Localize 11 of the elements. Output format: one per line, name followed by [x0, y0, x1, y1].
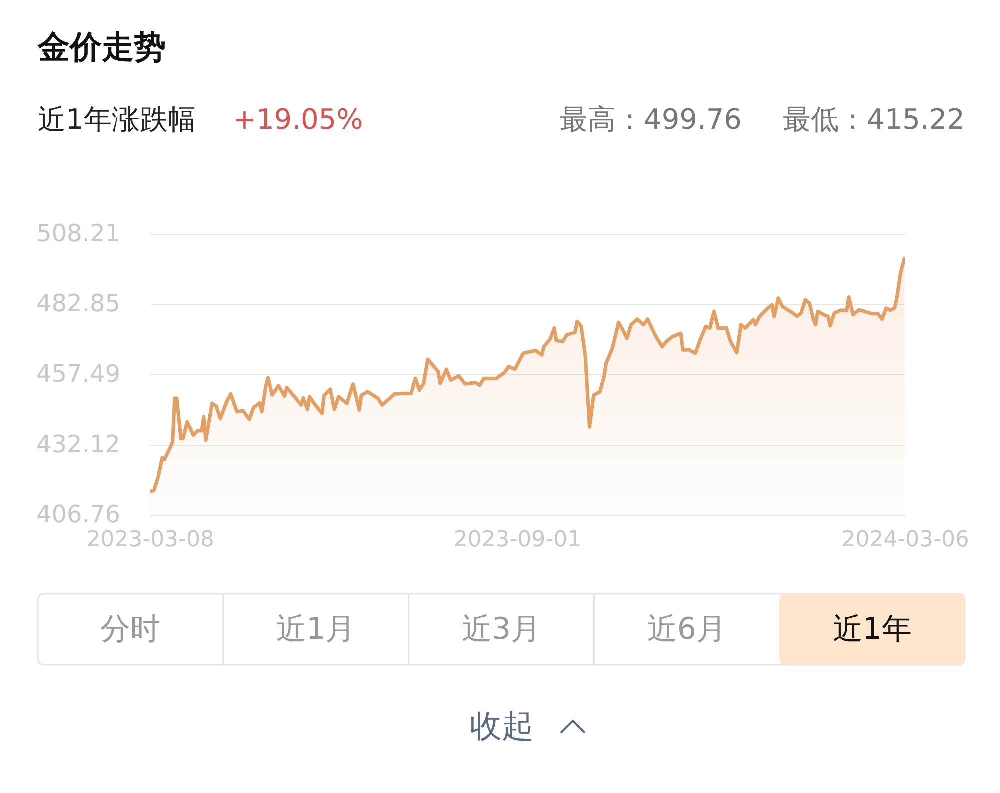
- text: 近1月: [276, 612, 356, 647]
- text: 近6月: [647, 612, 726, 647]
- text: 最低：415.22: [783, 103, 965, 136]
- text: 近1年涨跌幅: [38, 103, 196, 136]
- text: +19.05%: [233, 103, 364, 136]
- text: 近3月: [462, 612, 542, 647]
- text: 最高：499.76: [560, 103, 742, 136]
- text: 近1年: [832, 612, 912, 647]
- text: 收起: [470, 707, 534, 745]
- text: 分时: [100, 612, 161, 647]
- chart-title: 金价走势: [37, 28, 166, 66]
